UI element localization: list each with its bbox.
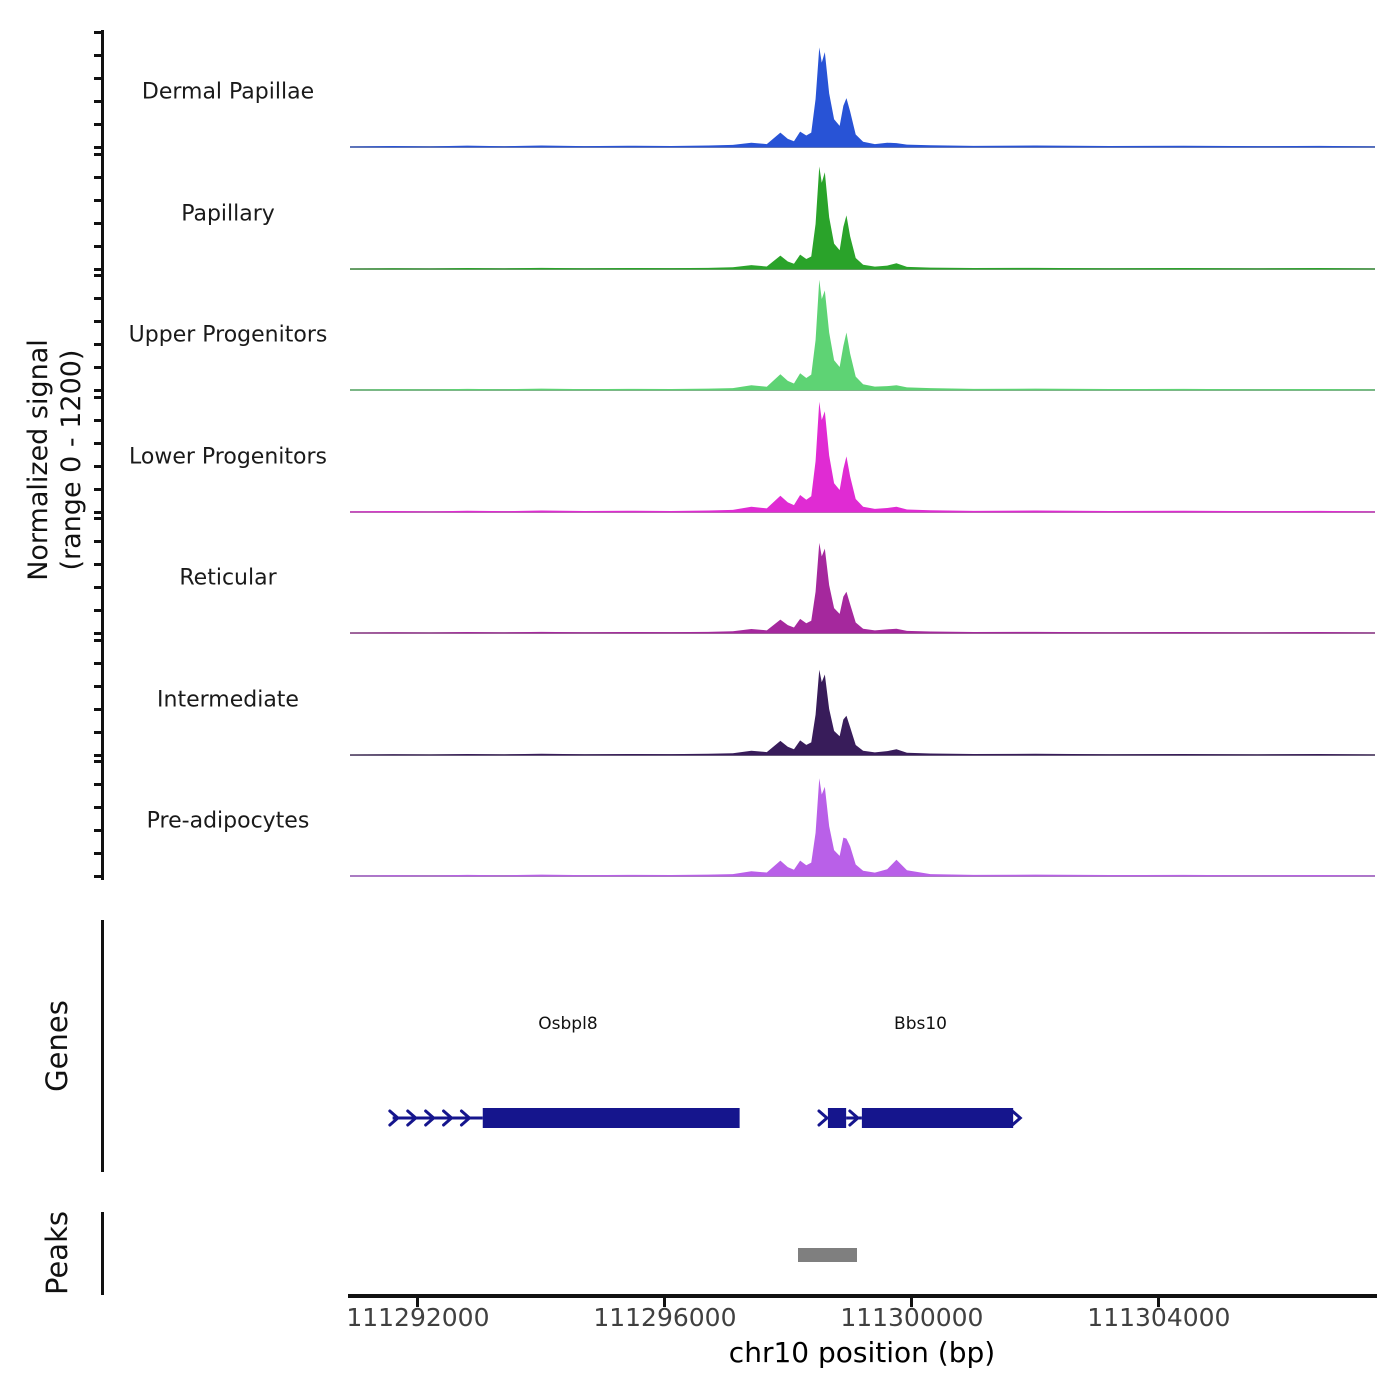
y-tick — [94, 806, 102, 809]
y-tick — [94, 829, 102, 832]
y-tick — [94, 152, 102, 156]
x-axis-line — [348, 1294, 1377, 1298]
signal-path — [350, 47, 1375, 148]
y-tick — [94, 123, 102, 126]
signal-path — [350, 401, 1375, 512]
y-tick — [94, 198, 102, 202]
y-tick — [94, 366, 102, 369]
gene-intron-line — [392, 1116, 483, 1120]
signal-path — [350, 669, 1375, 755]
signal-area-lower-progenitors — [350, 401, 1375, 512]
y-tick — [94, 100, 102, 103]
y-axis-label-line1: Normalized signal — [23, 339, 54, 581]
signal-path — [350, 165, 1375, 269]
signal-area-reticular — [350, 542, 1375, 634]
y-tick — [94, 875, 102, 878]
y-tick — [94, 609, 102, 612]
gene-exon-box — [861, 1108, 1014, 1128]
y-tick — [94, 146, 102, 149]
y-axis-label-line2: (range 0 - 1200) — [56, 349, 87, 571]
signal-area-upper-progenitors — [350, 279, 1375, 391]
gene-direction-arrow-icon — [424, 1109, 436, 1127]
signal-area-papillary — [350, 165, 1375, 269]
x-tick — [416, 1298, 420, 1307]
y-tick — [94, 77, 102, 80]
x-tick-label: 111304000 — [1087, 1303, 1231, 1332]
gene-direction-arrow-icon — [442, 1109, 454, 1127]
track-label-papillary: Papillary — [181, 201, 275, 226]
y-tick — [94, 297, 102, 300]
y-tick — [94, 783, 102, 786]
peak-region-bar — [797, 1248, 857, 1262]
gene-name-bbs10: Bbs10 — [894, 1014, 948, 1034]
genes-section-label: Genes — [40, 1000, 74, 1092]
signal-path — [350, 279, 1375, 391]
x-axis-title: chr10 position (bp) — [728, 1336, 996, 1369]
x-tick — [910, 1298, 914, 1307]
y-tick — [94, 267, 102, 271]
x-tick-label: 111296000 — [593, 1303, 737, 1332]
y-tick — [94, 586, 102, 589]
signal-path — [350, 778, 1375, 877]
track-label-lower-progenitors: Lower Progenitors — [129, 444, 327, 469]
gene-direction-arrow-icon — [817, 1109, 830, 1127]
y-tick — [94, 54, 102, 57]
gene-direction-arrow-icon — [406, 1109, 419, 1127]
y-tick — [94, 707, 102, 711]
y-tick — [94, 343, 102, 346]
y-tick — [94, 638, 102, 642]
y-axis-label: Normalized signal (range 0 - 1200) — [22, 339, 88, 581]
gene-direction-arrow-icon — [459, 1109, 472, 1127]
y-tick — [94, 661, 102, 665]
signal-axis-spine — [101, 30, 104, 880]
gene-direction-arrow-icon — [388, 1109, 401, 1127]
y-tick — [94, 418, 102, 422]
peaks-section-label: Peaks — [40, 1211, 74, 1295]
signal-path — [350, 542, 1375, 634]
y-tick — [94, 441, 102, 445]
y-tick — [94, 487, 102, 491]
y-tick — [94, 389, 102, 392]
signal-area-dermal-papillae — [350, 47, 1375, 148]
gene-direction-arrow-icon — [1010, 1109, 1023, 1127]
y-tick — [94, 244, 102, 248]
y-tick — [94, 510, 102, 514]
x-tick — [1157, 1298, 1161, 1307]
track-label-dermal-papillae: Dermal Papillae — [141, 79, 315, 105]
gene-direction-arrow-icon — [848, 1109, 861, 1127]
genes-axis-spine — [101, 920, 104, 1172]
x-tick-label: 111292000 — [346, 1303, 490, 1332]
track-label-reticular: Reticular — [179, 565, 277, 591]
y-tick — [94, 632, 102, 635]
gene-exon-box — [482, 1108, 740, 1128]
track-label-pre-adipocytes: Pre-adipocytes — [146, 808, 310, 834]
y-tick — [94, 540, 102, 543]
gene-name-osbpl8: Osbpl8 — [538, 1014, 598, 1034]
gene-exon-box — [827, 1108, 847, 1128]
y-tick — [94, 852, 102, 855]
y-tick — [94, 753, 102, 757]
peaks-axis-spine — [101, 1212, 104, 1295]
y-tick — [94, 517, 102, 520]
y-tick — [94, 684, 102, 688]
y-tick — [94, 221, 102, 225]
y-tick — [94, 464, 102, 468]
gene-intron-line — [846, 1116, 862, 1120]
gene-models-svg — [388, 1108, 1023, 1128]
signal-area-pre-adipocytes — [350, 778, 1375, 877]
y-tick — [94, 760, 102, 763]
y-tick — [94, 274, 102, 277]
signal-area-intermediate — [350, 669, 1375, 755]
y-tick — [94, 563, 102, 566]
y-tick — [94, 395, 102, 399]
track-label-upper-progenitors: Upper Progenitors — [128, 322, 328, 348]
y-tick — [94, 730, 102, 734]
y-tick — [94, 175, 102, 179]
y-tick — [94, 320, 102, 323]
track-label-intermediate: Intermediate — [157, 687, 299, 712]
y-tick — [94, 31, 102, 34]
x-tick-label: 111300000 — [840, 1303, 984, 1332]
x-tick — [663, 1298, 667, 1307]
